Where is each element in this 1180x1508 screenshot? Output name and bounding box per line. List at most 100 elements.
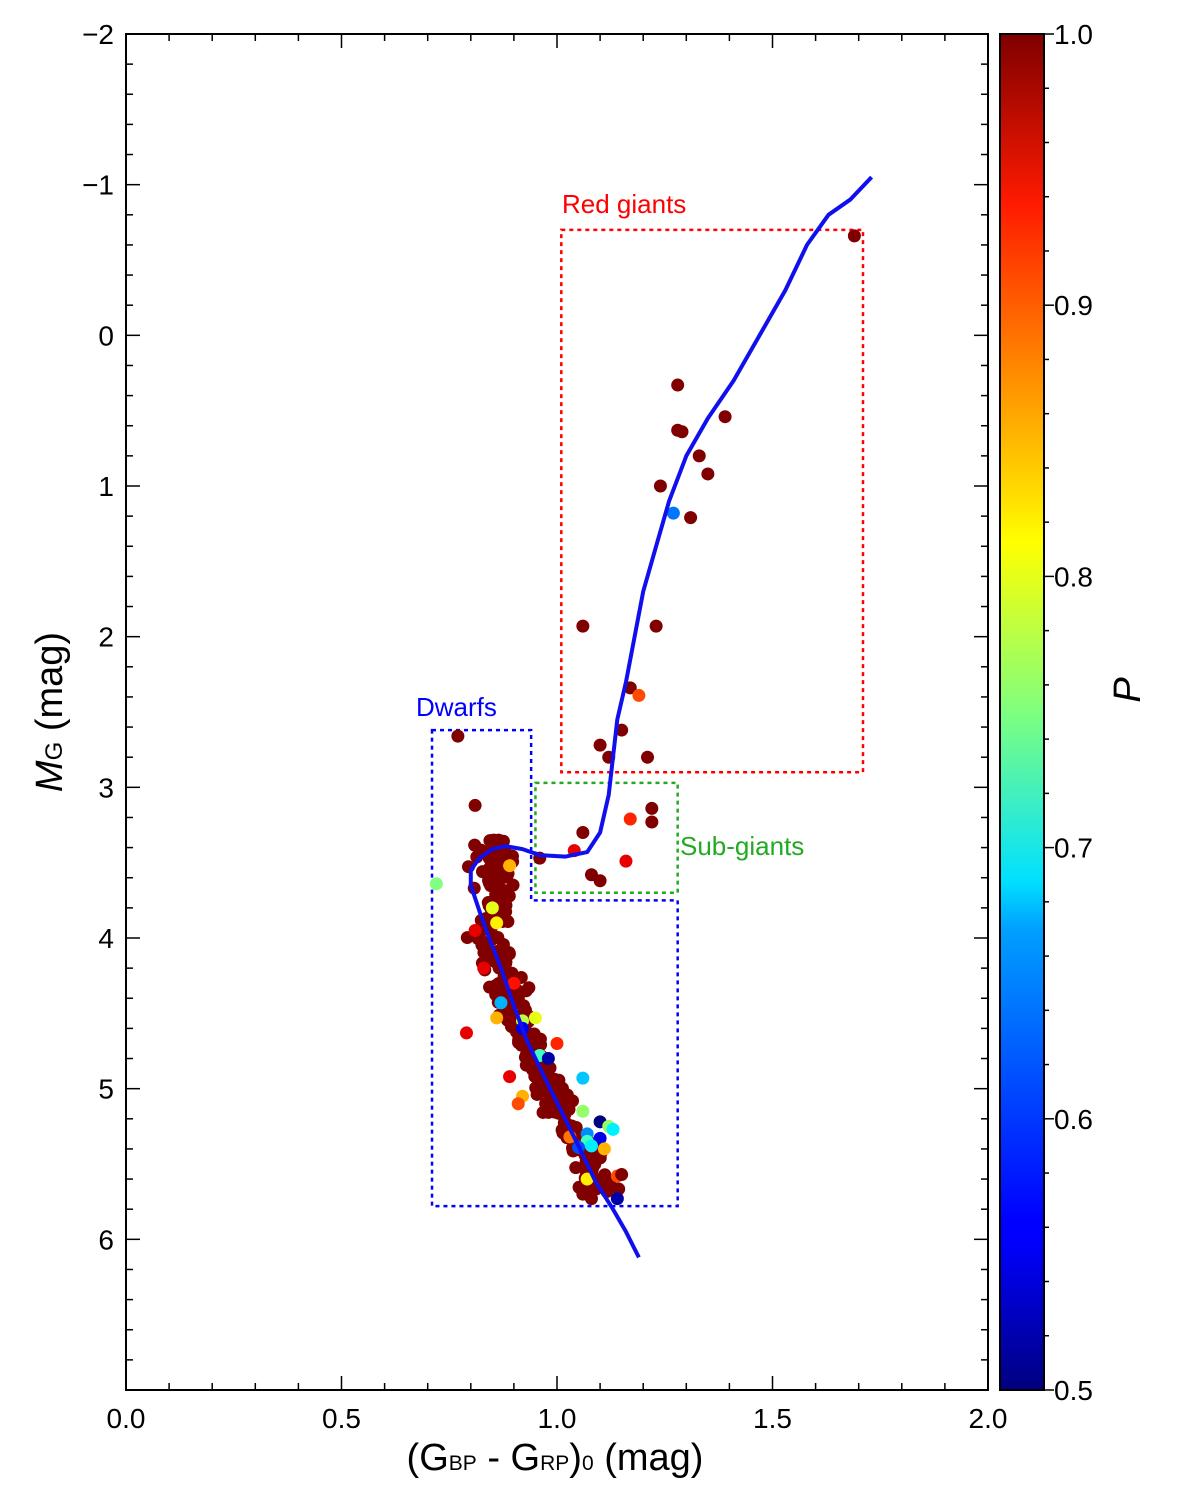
x-title-sub-rp: RP (540, 1452, 569, 1475)
data-point-cloud (506, 878, 520, 892)
data-point-cloud (518, 1003, 532, 1017)
regions-layer (430, 228, 865, 1208)
data-point (576, 619, 590, 633)
colorbar-tick-label: 0.5 (1054, 1375, 1093, 1406)
region-label-red-giants: Red giants (562, 189, 686, 219)
region-label-sub-giants: Sub-giants (680, 831, 804, 861)
data-point-cloud (541, 1105, 555, 1119)
data-point (692, 449, 706, 463)
data-point (718, 410, 732, 424)
data-point (619, 854, 633, 868)
colorbar-tick-label: 0.6 (1054, 1104, 1093, 1135)
y-title-unit: (mag) (29, 632, 71, 742)
x-tick-label: 0.5 (322, 1403, 361, 1434)
isochrone-line (468, 175, 874, 1259)
y-tick-label: −1 (82, 170, 114, 201)
colorbar-ticks: 0.5 0.6 0.7 0.8 0.9 1.0 (1044, 19, 1093, 1406)
y-tick-label: −2 (82, 19, 114, 50)
x-tick-label: 2.0 (969, 1403, 1008, 1434)
data-point (580, 1172, 594, 1186)
y-tick-label: 4 (98, 923, 114, 954)
data-point (623, 812, 637, 826)
data-point-cloud (597, 1173, 611, 1187)
data-point (593, 738, 607, 752)
data-point (550, 1036, 564, 1050)
data-point-cloud (495, 943, 509, 957)
data-point (511, 1097, 525, 1111)
data-point (645, 815, 659, 829)
data-point-cloud (566, 1094, 580, 1108)
x-tick-label: 1.0 (538, 1403, 577, 1434)
data-point (541, 1052, 555, 1066)
data-point (653, 479, 667, 493)
data-point-cloud (588, 1153, 602, 1167)
y-axis-title: MG (mag) (29, 632, 71, 792)
data-point (847, 229, 861, 243)
data-point (593, 1131, 607, 1145)
data-point-cloud (504, 1018, 518, 1032)
data-point-cloud (483, 980, 497, 994)
data-point (610, 1192, 624, 1206)
data-point (468, 923, 482, 937)
data-point-cloud (519, 984, 533, 998)
data-point (468, 798, 482, 812)
data-point (675, 425, 689, 439)
data-point (597, 1142, 611, 1156)
data-point (490, 1011, 504, 1025)
region-box-dwarfs (430, 728, 679, 1208)
colorbar (999, 33, 1045, 1391)
data-point (576, 1104, 590, 1118)
data-point (451, 729, 465, 743)
y-tick-label: 6 (98, 1224, 114, 1255)
x-tick-label: 0.0 (107, 1403, 146, 1434)
region-box-red-giants (560, 228, 865, 774)
data-point (615, 1168, 629, 1182)
data-point (507, 976, 521, 990)
x-title-sub-bp: BP (449, 1452, 477, 1475)
data-point (606, 1122, 620, 1136)
y-tick-label: 1 (98, 471, 114, 502)
data-point (666, 506, 680, 520)
colorbar-tick-label: 0.9 (1054, 290, 1093, 321)
axes-ticks: 0.0 0.5 1.0 1.5 2.0 −2 −1 0 1 2 3 4 5 6 (82, 19, 1007, 1434)
x-title-sub-0: 0 (582, 1452, 594, 1475)
y-title-sub: G (41, 742, 68, 761)
x-title-main: (G (407, 1437, 449, 1479)
data-point (576, 826, 590, 840)
colorbar-tick-label: 0.8 (1054, 561, 1093, 592)
data-point (671, 378, 685, 392)
data-point (494, 996, 508, 1010)
x-title-unit: (mag) (594, 1437, 704, 1479)
data-point (684, 511, 698, 525)
data-point (649, 619, 663, 633)
y-tick-label: 0 (98, 320, 114, 351)
data-point-cloud (490, 878, 504, 892)
isochrone-layer (468, 175, 874, 1259)
data-point (584, 1192, 598, 1206)
x-axis-title: (GBP - GRP)0 (mag) (407, 1437, 704, 1479)
data-point (429, 877, 443, 891)
data-point (528, 1011, 542, 1025)
y-tick-label: 5 (98, 1074, 114, 1105)
plot-frame (125, 33, 989, 1391)
data-point (593, 874, 607, 888)
x-title-minus: - G (477, 1437, 540, 1479)
colorbar-label: P (1107, 677, 1149, 703)
data-point-cloud (530, 1087, 544, 1101)
data-point (641, 750, 655, 764)
data-point-cloud (569, 1161, 583, 1175)
data-point (503, 1070, 517, 1084)
data-point (701, 467, 715, 481)
colorbar-tick-label: 1.0 (1054, 19, 1093, 50)
data-point (490, 916, 504, 930)
y-tick-label: 3 (98, 772, 114, 803)
data-point (459, 1026, 473, 1040)
data-point (645, 801, 659, 815)
data-point-cloud (483, 867, 497, 881)
region-label-dwarfs: Dwarfs (416, 692, 497, 722)
data-point (485, 901, 499, 915)
data-point (584, 1139, 598, 1153)
x-title-close: ) (569, 1437, 582, 1479)
data-point (503, 859, 517, 873)
